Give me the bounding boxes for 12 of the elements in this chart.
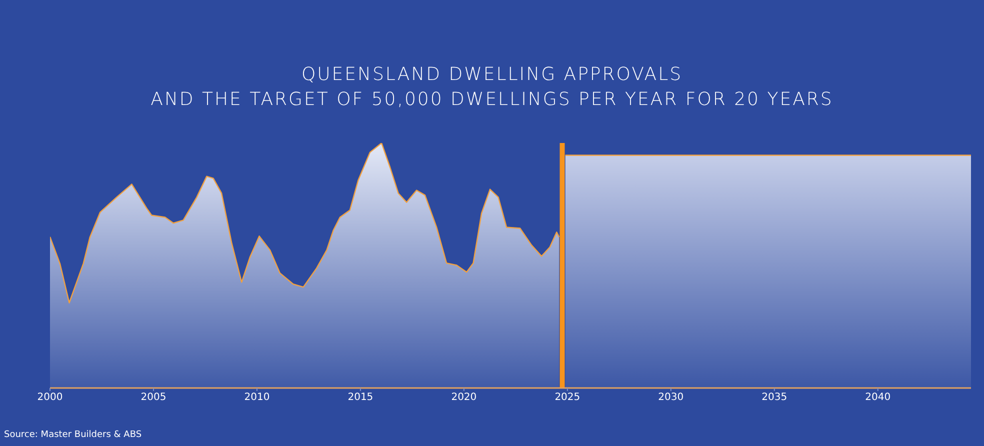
- x-tick-label: 2040: [865, 392, 891, 404]
- chart-title: QUEENSLAND DWELLING APPROVALS: [300, 64, 684, 85]
- chart-subtitle: AND THE TARGET OF 50,000 DWELLINGS PER YEAR FOR 20 YEARS: [150, 89, 834, 110]
- x-tick-label: 2020: [451, 392, 477, 404]
- x-tick-label: 2000: [37, 392, 63, 404]
- x-tick-label: 2035: [762, 392, 788, 404]
- x-tick-label: 2030: [658, 392, 684, 404]
- x-tick-label: 2025: [554, 392, 580, 404]
- x-tick-label: 2010: [244, 392, 270, 404]
- source-note: Source: Master Builders & ABS: [4, 430, 142, 440]
- x-tick-label: 2015: [348, 392, 374, 404]
- x-tick-label: 2005: [140, 392, 166, 404]
